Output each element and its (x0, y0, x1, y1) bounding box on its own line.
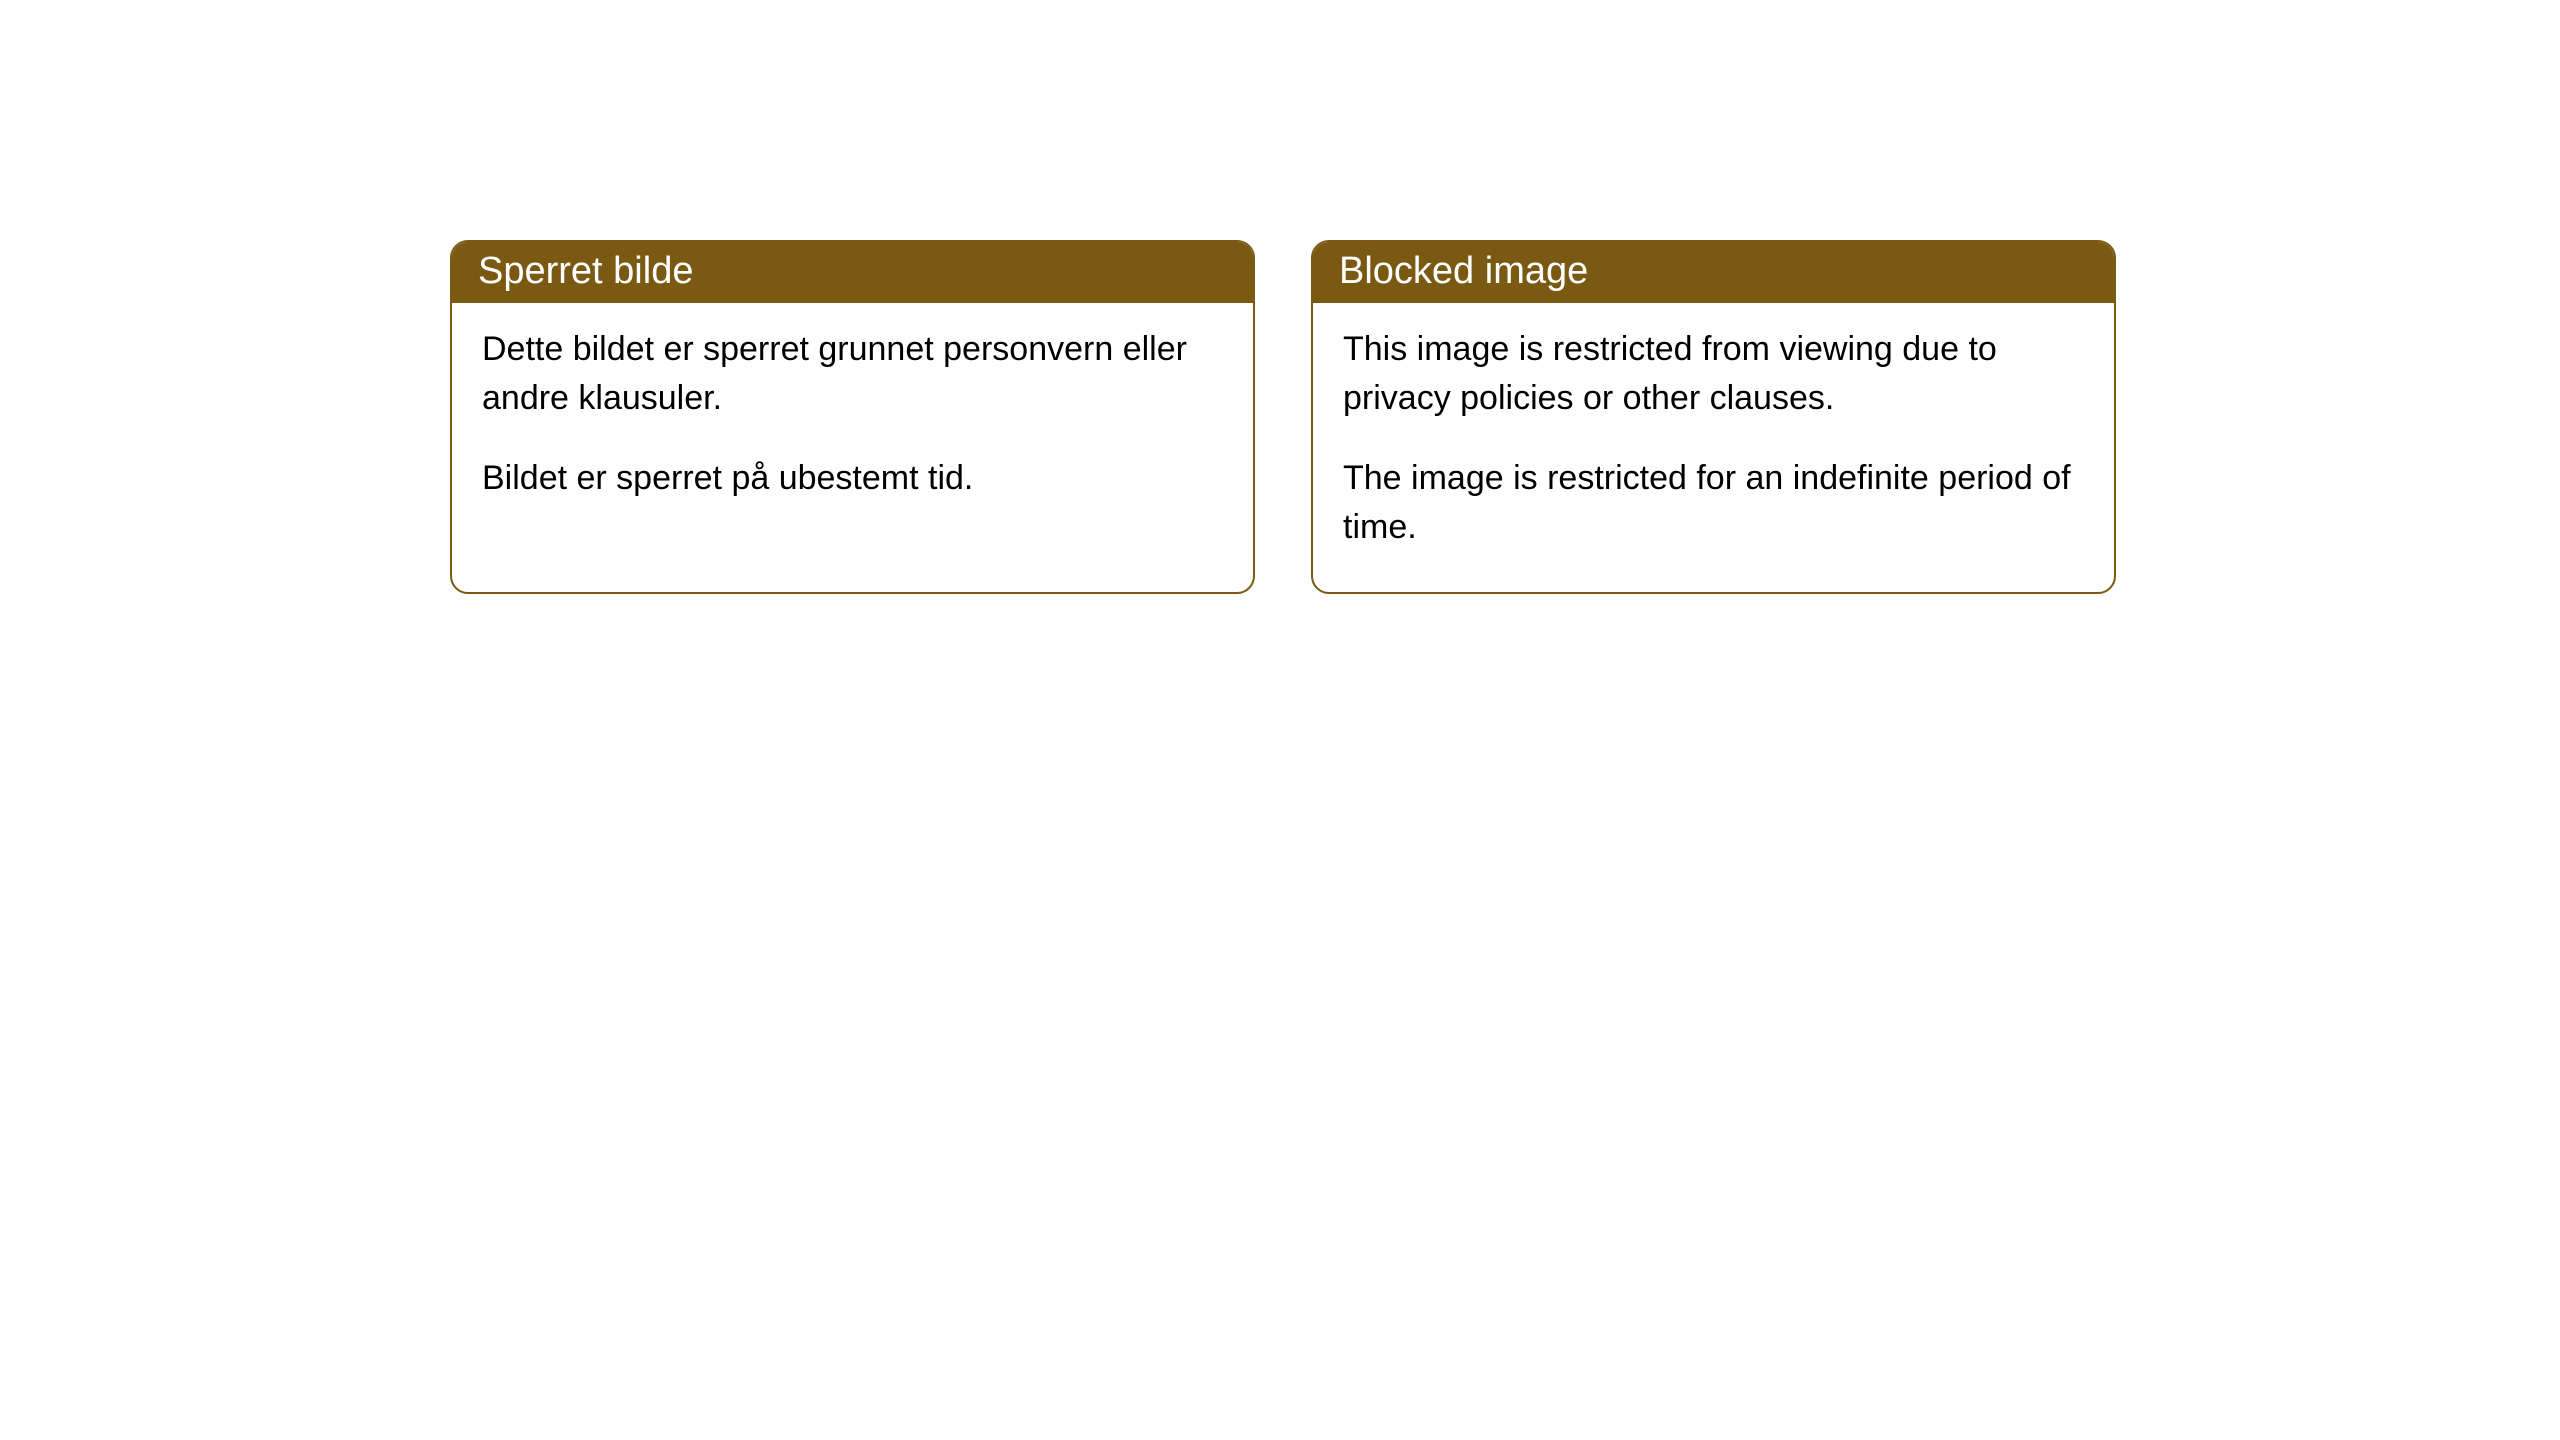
notice-header: Blocked image (1313, 242, 2114, 303)
notice-card-english: Blocked image This image is restricted f… (1311, 240, 2116, 594)
notice-paragraph: This image is restricted from viewing du… (1343, 325, 2084, 424)
notice-container: Sperret bilde Dette bildet er sperret gr… (450, 240, 2116, 594)
notice-paragraph: Dette bildet er sperret grunnet personve… (482, 325, 1223, 424)
notice-body: This image is restricted from viewing du… (1313, 303, 2114, 592)
notice-paragraph: Bildet er sperret på ubestemt tid. (482, 454, 1223, 503)
notice-body: Dette bildet er sperret grunnet personve… (452, 303, 1253, 543)
notice-header: Sperret bilde (452, 242, 1253, 303)
notice-paragraph: The image is restricted for an indefinit… (1343, 454, 2084, 553)
notice-card-norwegian: Sperret bilde Dette bildet er sperret gr… (450, 240, 1255, 594)
